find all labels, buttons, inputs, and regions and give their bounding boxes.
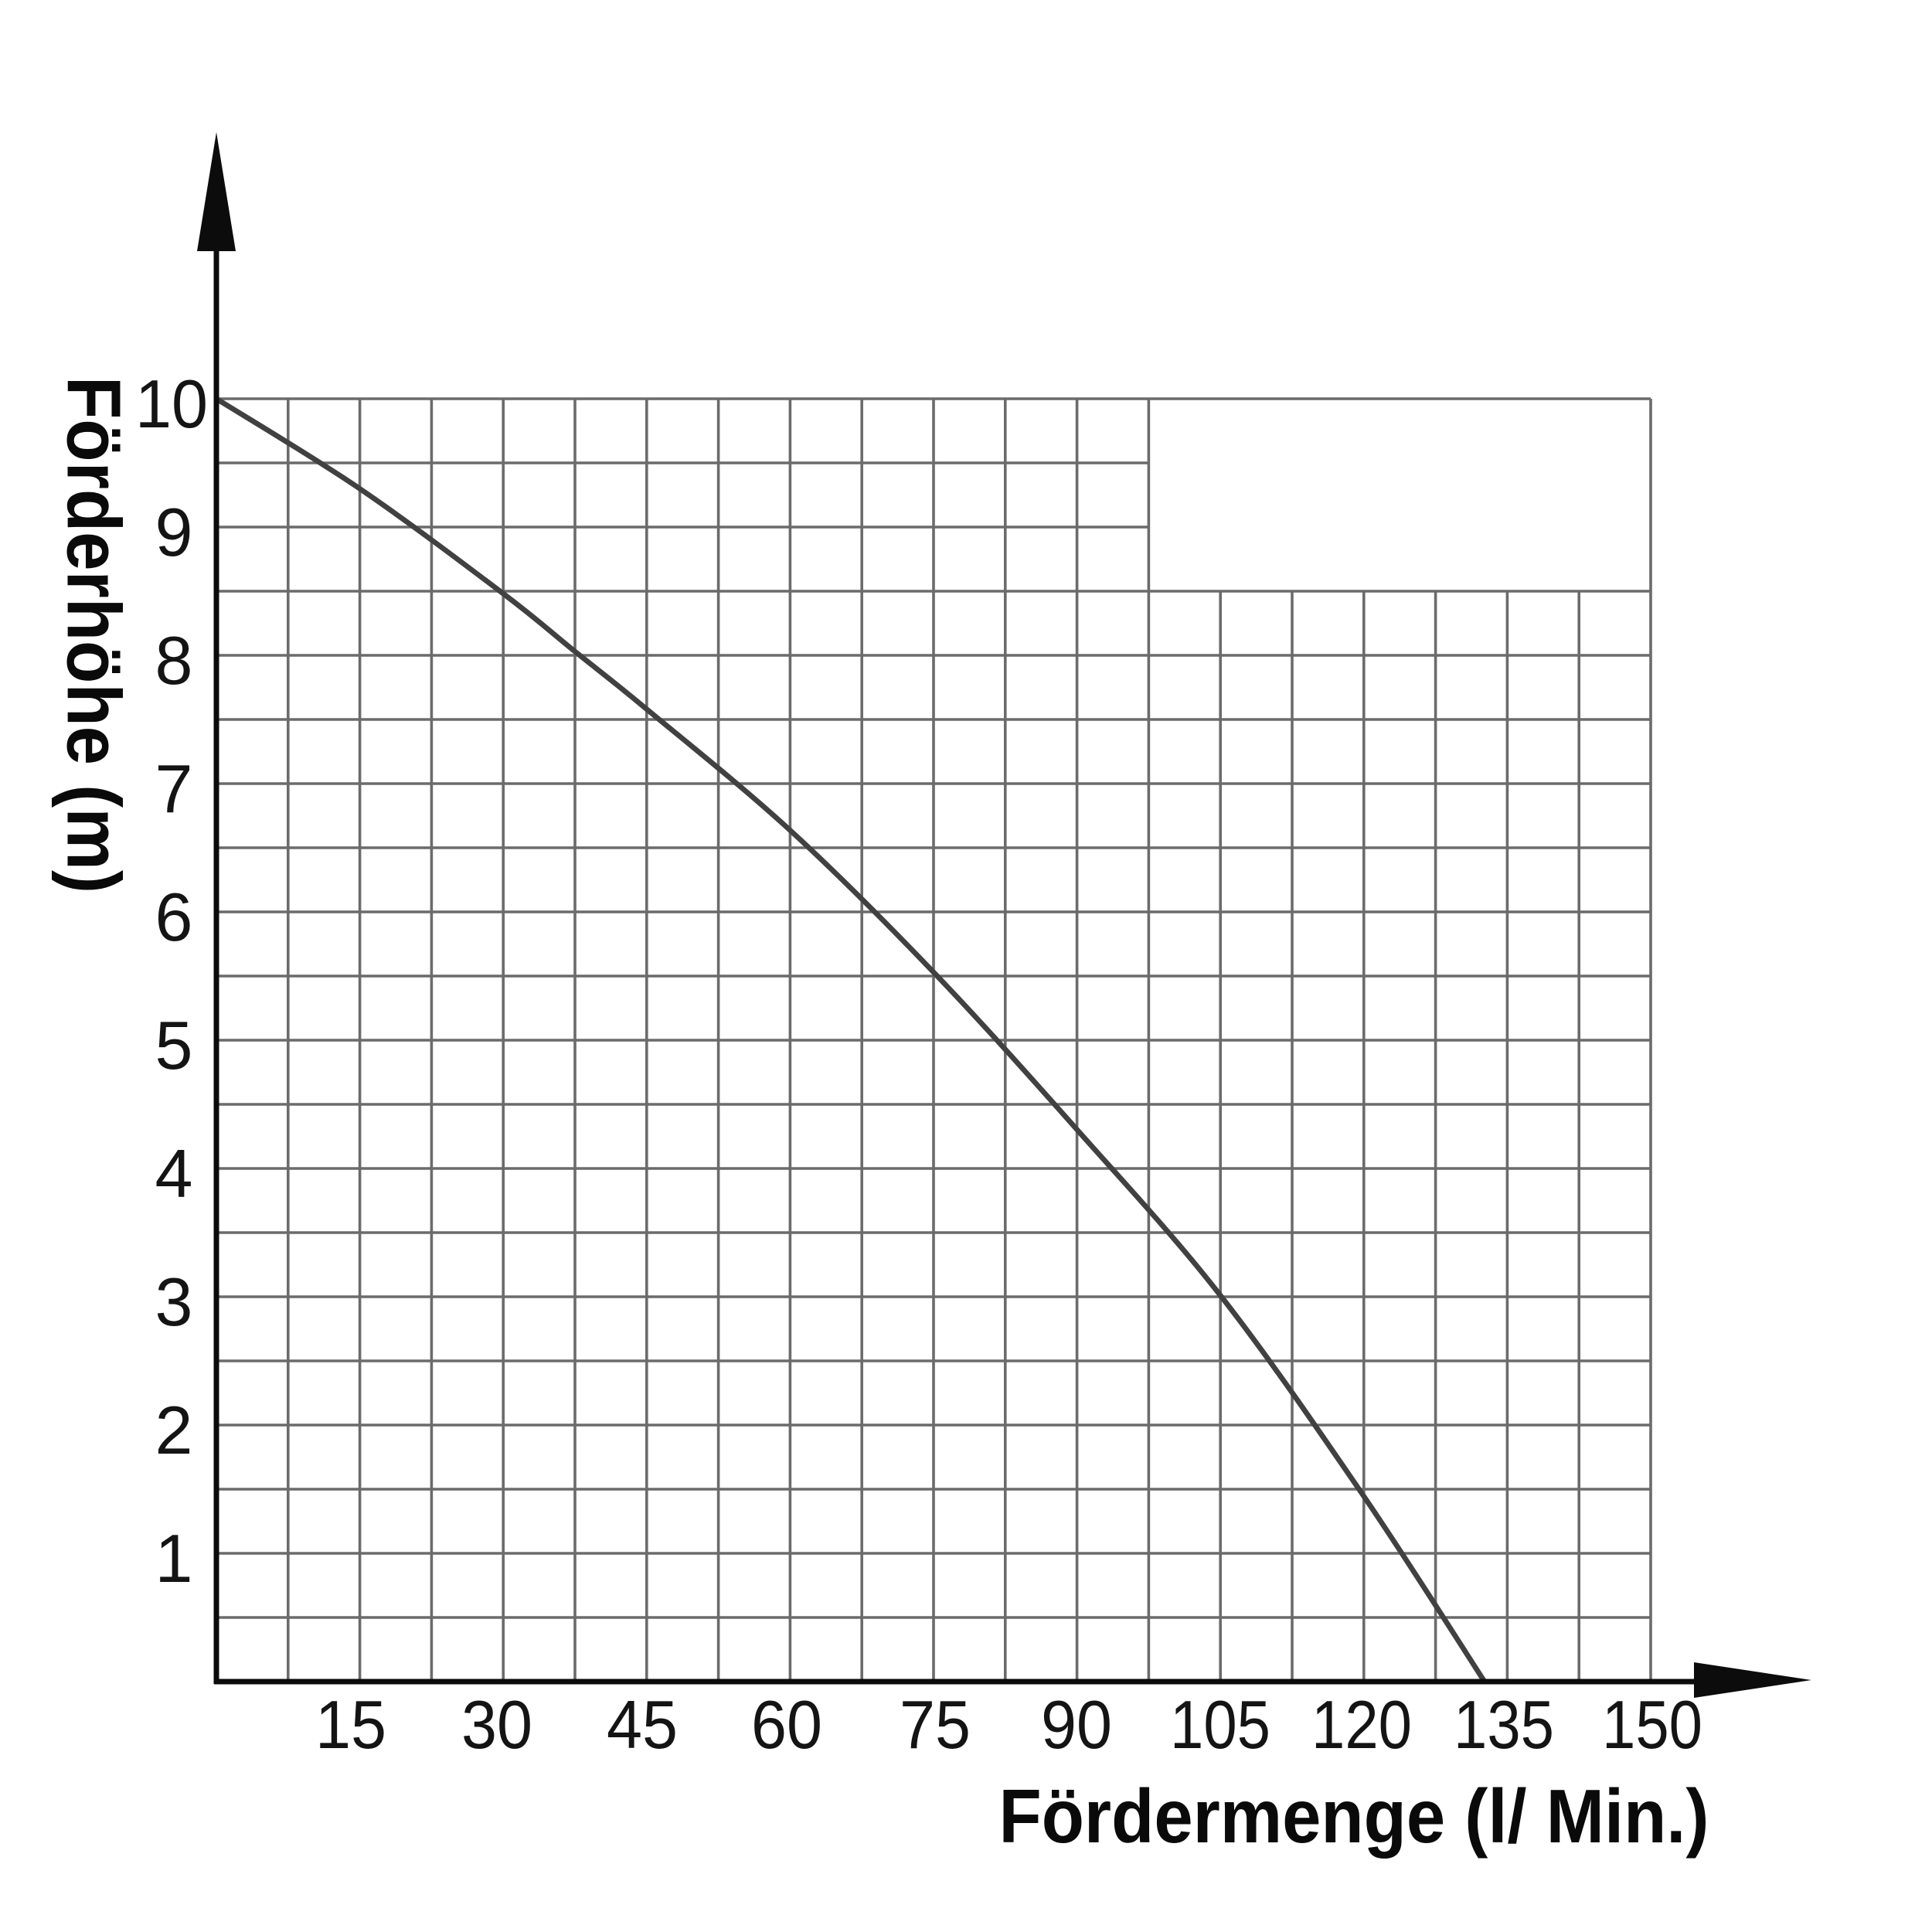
- svg-text:6: 6: [155, 879, 193, 955]
- svg-text:8: 8: [155, 622, 193, 699]
- svg-text:90: 90: [1041, 1686, 1112, 1763]
- svg-text:150: 150: [1602, 1686, 1702, 1763]
- svg-text:10: 10: [135, 366, 208, 442]
- svg-text:135: 135: [1454, 1686, 1554, 1763]
- svg-text:Fördermenge (l/ Min.): Fördermenge (l/ Min.): [999, 1774, 1709, 1859]
- svg-text:1: 1: [155, 1520, 193, 1597]
- svg-text:3: 3: [155, 1264, 193, 1340]
- svg-text:60: 60: [751, 1686, 822, 1763]
- svg-text:75: 75: [900, 1686, 971, 1763]
- svg-text:9: 9: [155, 494, 193, 570]
- svg-text:105: 105: [1170, 1686, 1270, 1763]
- svg-text:45: 45: [607, 1686, 678, 1763]
- svg-text:Förderhöhe (m): Förderhöhe (m): [52, 376, 137, 893]
- svg-text:120: 120: [1311, 1686, 1412, 1763]
- svg-text:30: 30: [461, 1686, 532, 1763]
- svg-text:4: 4: [155, 1135, 193, 1212]
- svg-text:2: 2: [155, 1392, 193, 1468]
- svg-text:7: 7: [155, 750, 193, 827]
- svg-text:15: 15: [315, 1686, 386, 1763]
- svg-text:5: 5: [155, 1007, 193, 1083]
